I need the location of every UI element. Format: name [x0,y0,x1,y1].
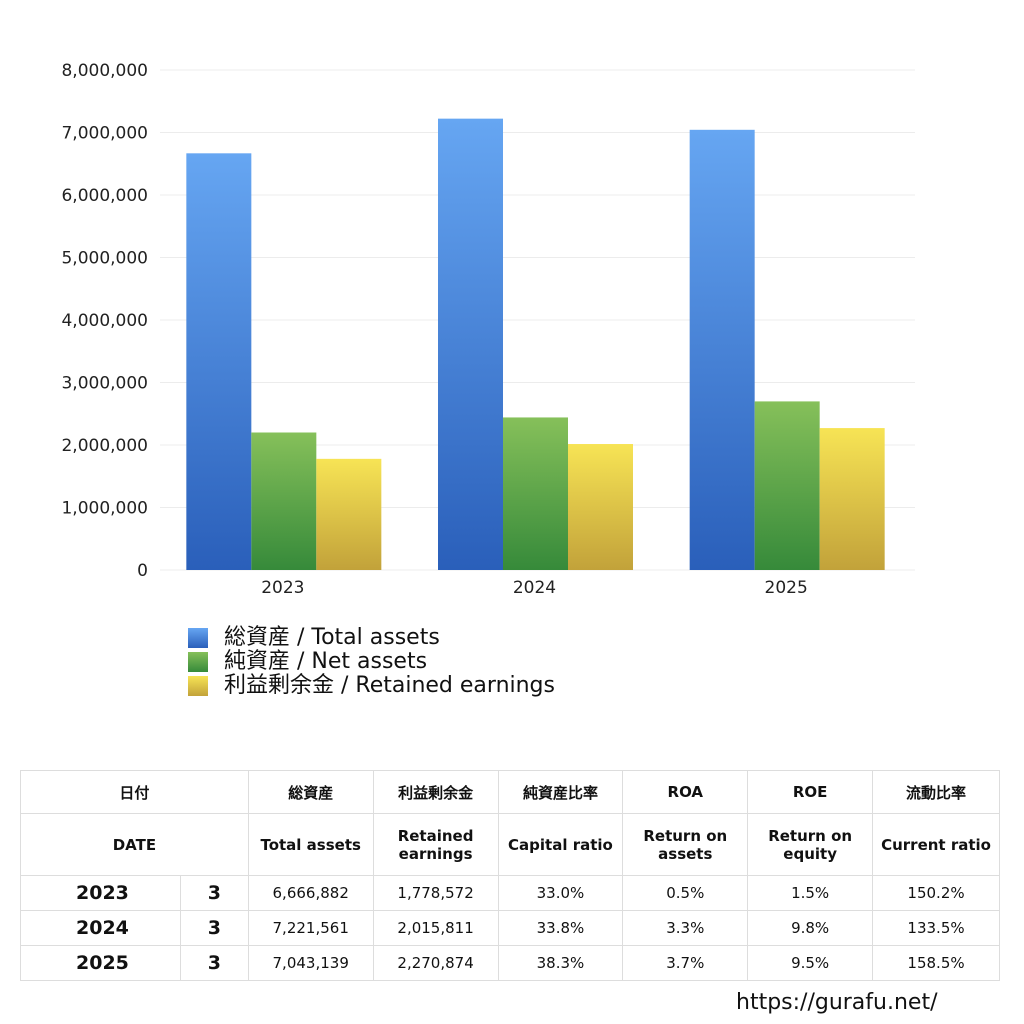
header-row-en: DATE Total assets Retained earnings Capi… [20,813,1000,876]
table-cell: 9.5% [747,945,874,981]
table-cell: 38.3% [497,945,624,981]
table-cell: 3.7% [622,945,749,981]
table-cell: 0.5% [622,875,749,911]
bar-chart: 0 1,000,000 2,000,000 3,000,000 4,000,000 5,0… [61,61,915,598]
header-cell: 流動比率 [872,770,1000,814]
bar [689,129,755,570]
table-cell: 3.3% [622,910,749,946]
y-tick-label: 6,000,000 [61,186,148,206]
legend-swatch [188,652,208,672]
x-tick-label: 2024 [513,578,556,598]
table-row: 2024 3 7,221,561 2,015,811 33.8% 3.3% 9.8% 133.… [20,910,1000,946]
table-cell: 3 [179,910,249,946]
bar [186,153,252,570]
header-cell: ROE [747,770,874,814]
header-cell: Retained earnings [372,813,499,876]
table-cell: 3 [179,945,249,981]
table-cell: 7,043,139 [247,945,374,981]
watermark-url: https://gurafu.net/ [736,990,938,1015]
y-tick-label: 2,000,000 [61,436,148,456]
y-tick-label: 0 [137,561,148,581]
x-tick-label: 2023 [261,578,304,598]
legend: 総資産 / Total assets 純資産 / Net assets 利益剰余… [188,626,555,698]
legend-item: 総資産 / Total assets [188,626,555,650]
table-cell: 150.2% [872,875,1000,911]
y-tick-label: 7,000,000 [61,124,148,144]
table-cell: 2024 [20,910,181,946]
header-cell: Return on assets [622,813,749,876]
table-cell: 2023 [20,875,181,911]
header-cell: 純資産比率 [497,770,624,814]
header-cell: Total assets [247,813,374,876]
y-tick-label: 8,000,000 [61,61,148,81]
y-tick-label: 5,000,000 [61,249,148,269]
header-cell: DATE [20,813,249,876]
legend-swatch [188,676,208,696]
table-cell: 33.0% [497,875,624,911]
table-cell: 6,666,882 [247,875,374,911]
y-tick-label: 3,000,000 [61,374,148,394]
header-cell: 日付 [20,770,249,814]
header-cell: 利益剰余金 [372,770,499,814]
y-tick-label: 1,000,000 [61,499,148,519]
header-cell: ROA [622,770,749,814]
y-tick-label: 4,000,000 [61,311,148,331]
bar [754,401,820,570]
legend-item: 利益剰余金 / Retained earnings [188,674,555,698]
table-row: 2025 3 7,043,139 2,270,874 38.3% 3.7% 9.5% 158.… [20,945,1000,981]
legend-label: 利益剰余金 / Retained earnings [224,673,555,698]
table-cell: 33.8% [497,910,624,946]
bar [316,458,382,570]
x-tick-label: 2025 [765,578,808,598]
bar [568,444,633,570]
table-cell: 9.8% [747,910,874,946]
table-cell: 158.5% [872,945,1000,981]
table-cell: 3 [179,875,249,911]
table-cell: 7,221,561 [247,910,374,946]
legend-label: 総資産 / Total assets [224,625,440,650]
table-cell: 1,778,572 [372,875,499,911]
header-row-jp: 日付 総資産 利益剰余金 純資産比率 ROA ROE 流動比率 [20,770,1000,814]
bar [819,428,885,570]
table-cell: 2025 [20,945,181,981]
legend-swatch [188,628,208,648]
table-cell: 2,270,874 [372,945,499,981]
financial-table: 日付 総資産 利益剰余金 純資産比率 ROA ROE 流動比率 DATE Tot… [20,770,1000,981]
bar [438,118,503,570]
table-cell: 1.5% [747,875,874,911]
legend-label: 純資産 / Net assets [224,649,428,674]
table-cell: 2,015,811 [372,910,499,946]
header-cell: Current ratio [872,813,1000,876]
table-row: 2023 3 6,666,882 1,778,572 33.0% 0.5% 1.5% 150.… [20,875,1000,911]
bar [503,417,568,570]
bar [251,432,317,570]
table-cell: 133.5% [872,910,1000,946]
header-cell: Capital ratio [497,813,624,876]
header-cell: 総資産 [247,770,374,814]
header-cell: Return on equity [747,813,874,876]
legend-item: 純資産 / Net assets [188,650,555,674]
